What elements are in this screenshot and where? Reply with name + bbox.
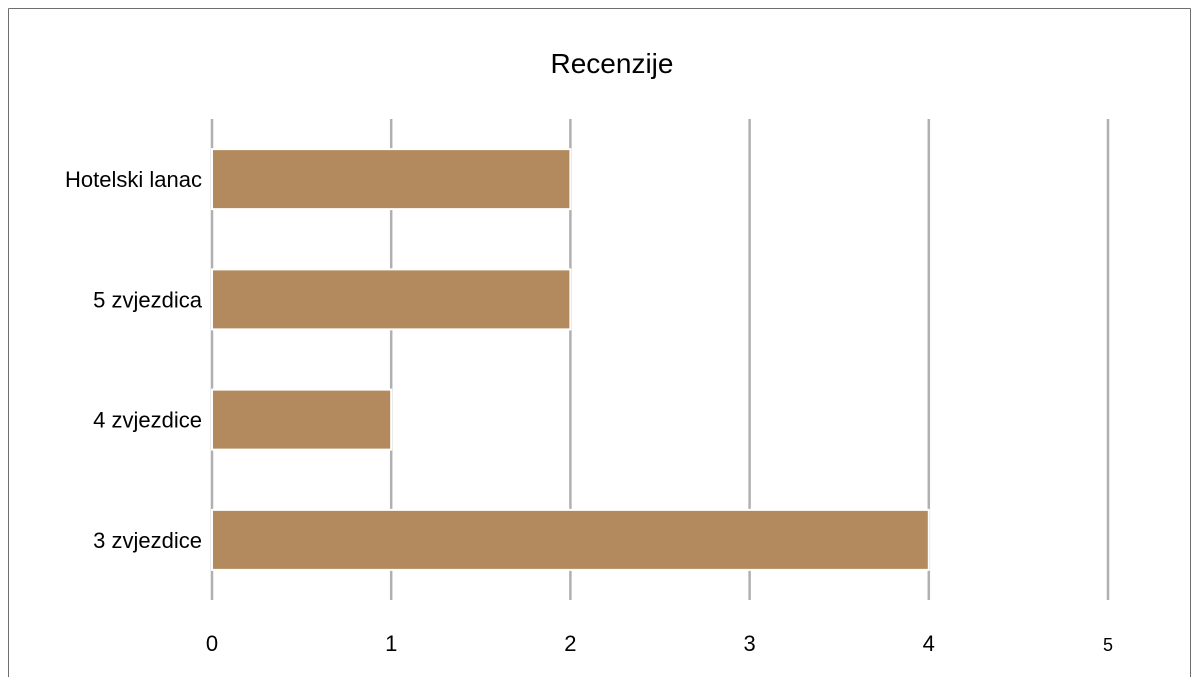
bar-hotelski-lanac <box>211 148 572 211</box>
x-tick-label-0: 0 <box>206 631 218 656</box>
x-tick-label-2: 2 <box>564 631 576 656</box>
x-tick-label-4: 4 <box>923 631 935 656</box>
x-tick-label-5: 5 <box>1103 635 1113 655</box>
bars <box>211 148 930 571</box>
category-label-5-zvjezdica: 5 zvjezdica <box>93 287 203 312</box>
bar-5-zvjezdica <box>211 268 572 331</box>
category-labels: 3 zvjezdice 4 zvjezdice 5 zvjezdica Hotelsk… <box>65 167 203 553</box>
bar-3-zvjezdice <box>211 508 930 571</box>
chart-title: Recenzije <box>551 48 674 79</box>
category-label-hotelski-lanac: Hotelski lanac <box>65 167 202 192</box>
x-tick-label-3: 3 <box>743 631 755 656</box>
x-tick-label-1: 1 <box>385 631 397 656</box>
bar-4-zvjezdice <box>211 388 393 451</box>
category-label-3-zvjezdice: 3 zvjezdice <box>93 528 202 553</box>
category-label-4-zvjezdice: 4 zvjezdice <box>93 408 202 433</box>
x-tick-labels: 0 1 2 3 4 5 <box>206 631 1113 656</box>
